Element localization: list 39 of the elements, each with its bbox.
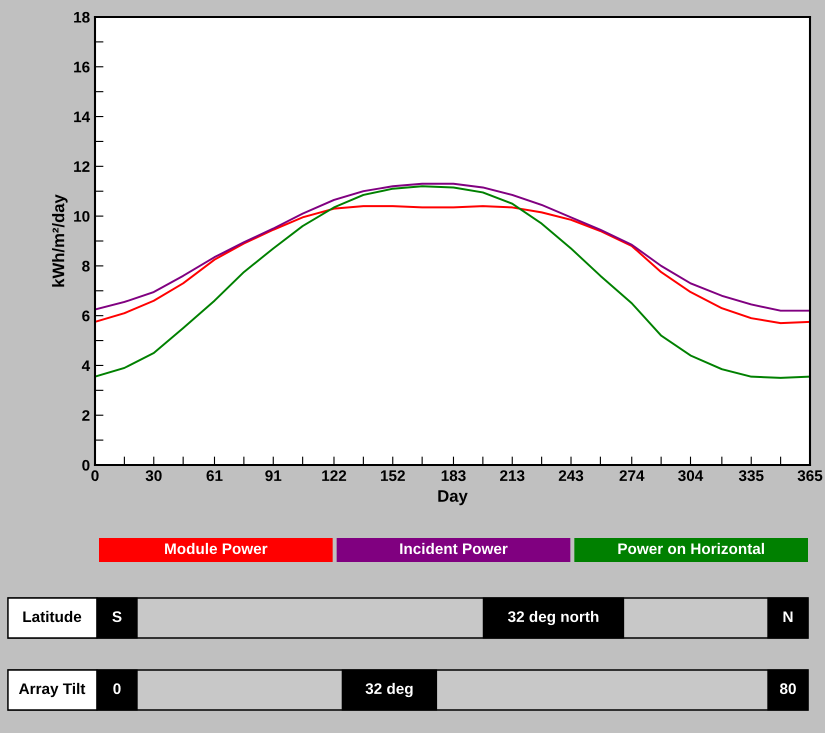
- text: Array Tilt: [18, 682, 86, 698]
- line-series: [95, 185, 810, 379]
- y-tick-label: 6: [82, 310, 90, 322]
- y-tick-label: 14: [74, 112, 90, 122]
- x-tick-label: 335: [738, 470, 764, 482]
- text: S: [112, 611, 122, 622]
- y-tick-label: 12: [74, 161, 90, 172]
- x-tick-label: 61: [206, 470, 223, 482]
- text: 32 deg: [366, 682, 413, 698]
- x-tick-label: 122: [322, 470, 346, 481]
- y-tick-label: 16: [74, 62, 90, 72]
- text: 80: [780, 683, 796, 694]
- x-tick-label: 152: [380, 470, 405, 482]
- y-tick-label: 2: [82, 410, 90, 421]
- x-axis-title: Day: [438, 490, 468, 506]
- text: 32 deg north: [508, 610, 598, 626]
- text: 0: [113, 683, 121, 694]
- x-tick-label: 274: [620, 470, 644, 481]
- text: Module Power: [165, 542, 268, 554]
- text: Latitude: [23, 610, 82, 622]
- x-tick-label: 243: [558, 470, 584, 482]
- y-tick-label: 8: [82, 260, 90, 272]
- y-axis-title: kWh/m²/day: [52, 194, 68, 287]
- x-tick-label: 183: [442, 470, 466, 482]
- y-tick-label: 18: [74, 12, 90, 23]
- y-tick-label: 0: [82, 460, 90, 471]
- x-tick-label: 0: [91, 470, 99, 482]
- x-tick-label: 304: [678, 470, 704, 482]
- x-tick-label: 365: [798, 470, 822, 482]
- text: Incident Power: [400, 542, 508, 554]
- text: Power on Horizontal: [618, 542, 764, 554]
- x-tick-label: 30: [146, 470, 162, 482]
- y-tick-label: 10: [74, 210, 90, 222]
- y-tick-label: 4: [82, 360, 90, 371]
- line-series: [95, 182, 810, 312]
- x-tick-label: 91: [265, 470, 282, 482]
- x-tick-label: 213: [500, 470, 524, 482]
- text: N: [784, 611, 792, 622]
- line-series: [95, 205, 810, 324]
